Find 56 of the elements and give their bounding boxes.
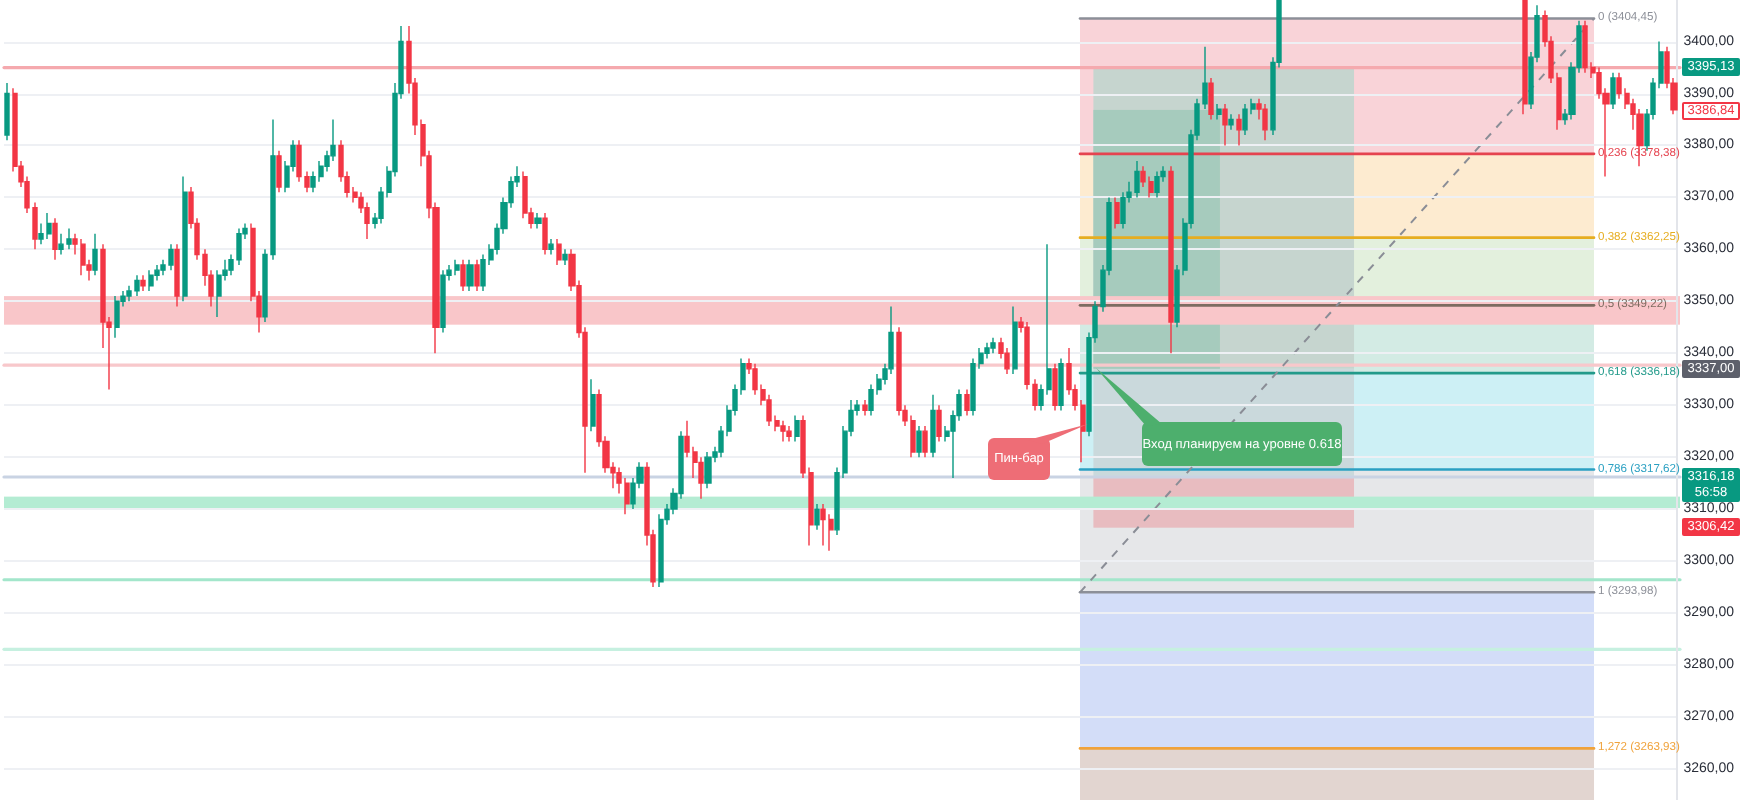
candlestick (454, 259, 460, 277)
candlestick (58, 233, 64, 256)
candlestick (780, 420, 786, 443)
candlestick (786, 425, 792, 443)
candlestick (46, 212, 52, 240)
candlestick (440, 269, 446, 334)
candlestick (182, 175, 188, 302)
candlestick (1012, 305, 1018, 375)
candlestick (930, 394, 936, 458)
candlestick (474, 259, 480, 292)
candlestick (1114, 196, 1120, 230)
candlestick (794, 414, 800, 443)
candlestick (1216, 103, 1222, 121)
candlestick (542, 212, 548, 256)
candlestick (134, 274, 140, 297)
candlestick (148, 269, 154, 292)
candlestick (1052, 362, 1058, 412)
candlestick (562, 248, 568, 266)
candlestick (1222, 103, 1228, 147)
candlestick (92, 233, 98, 277)
candlestick (80, 238, 86, 277)
candlestick (1236, 113, 1242, 147)
candlestick (922, 425, 928, 458)
candlestick (556, 238, 562, 266)
candlestick (174, 243, 180, 308)
candlestick (1058, 357, 1064, 412)
candlestick (534, 212, 542, 230)
candlestick (4, 82, 10, 141)
candlestick (460, 259, 466, 292)
candlestick (1262, 103, 1268, 141)
candlestick (590, 378, 596, 432)
candlestick (548, 238, 554, 256)
candlestick (1134, 160, 1140, 199)
candlestick (916, 425, 922, 458)
candlestick (1582, 20, 1588, 74)
candlestick (52, 217, 58, 261)
candlestick (820, 503, 826, 547)
candlestick (1168, 165, 1174, 354)
candlestick (1154, 170, 1160, 199)
candlestick (466, 259, 474, 292)
candlestick (1522, 0, 1528, 115)
candlestick (964, 388, 970, 417)
candlestick (140, 274, 146, 292)
candlestick (814, 503, 820, 531)
candlestick (1610, 72, 1616, 110)
candlestick (1228, 113, 1234, 131)
candlestick (1242, 103, 1248, 136)
candlestick (66, 227, 72, 251)
candlestick (276, 149, 282, 193)
candlestick (168, 243, 174, 271)
candlestick (990, 336, 996, 354)
candlestick (936, 404, 942, 443)
candlestick (1208, 77, 1214, 121)
candlestick (704, 451, 712, 490)
candlestick (862, 399, 868, 417)
candlestick (114, 295, 120, 339)
